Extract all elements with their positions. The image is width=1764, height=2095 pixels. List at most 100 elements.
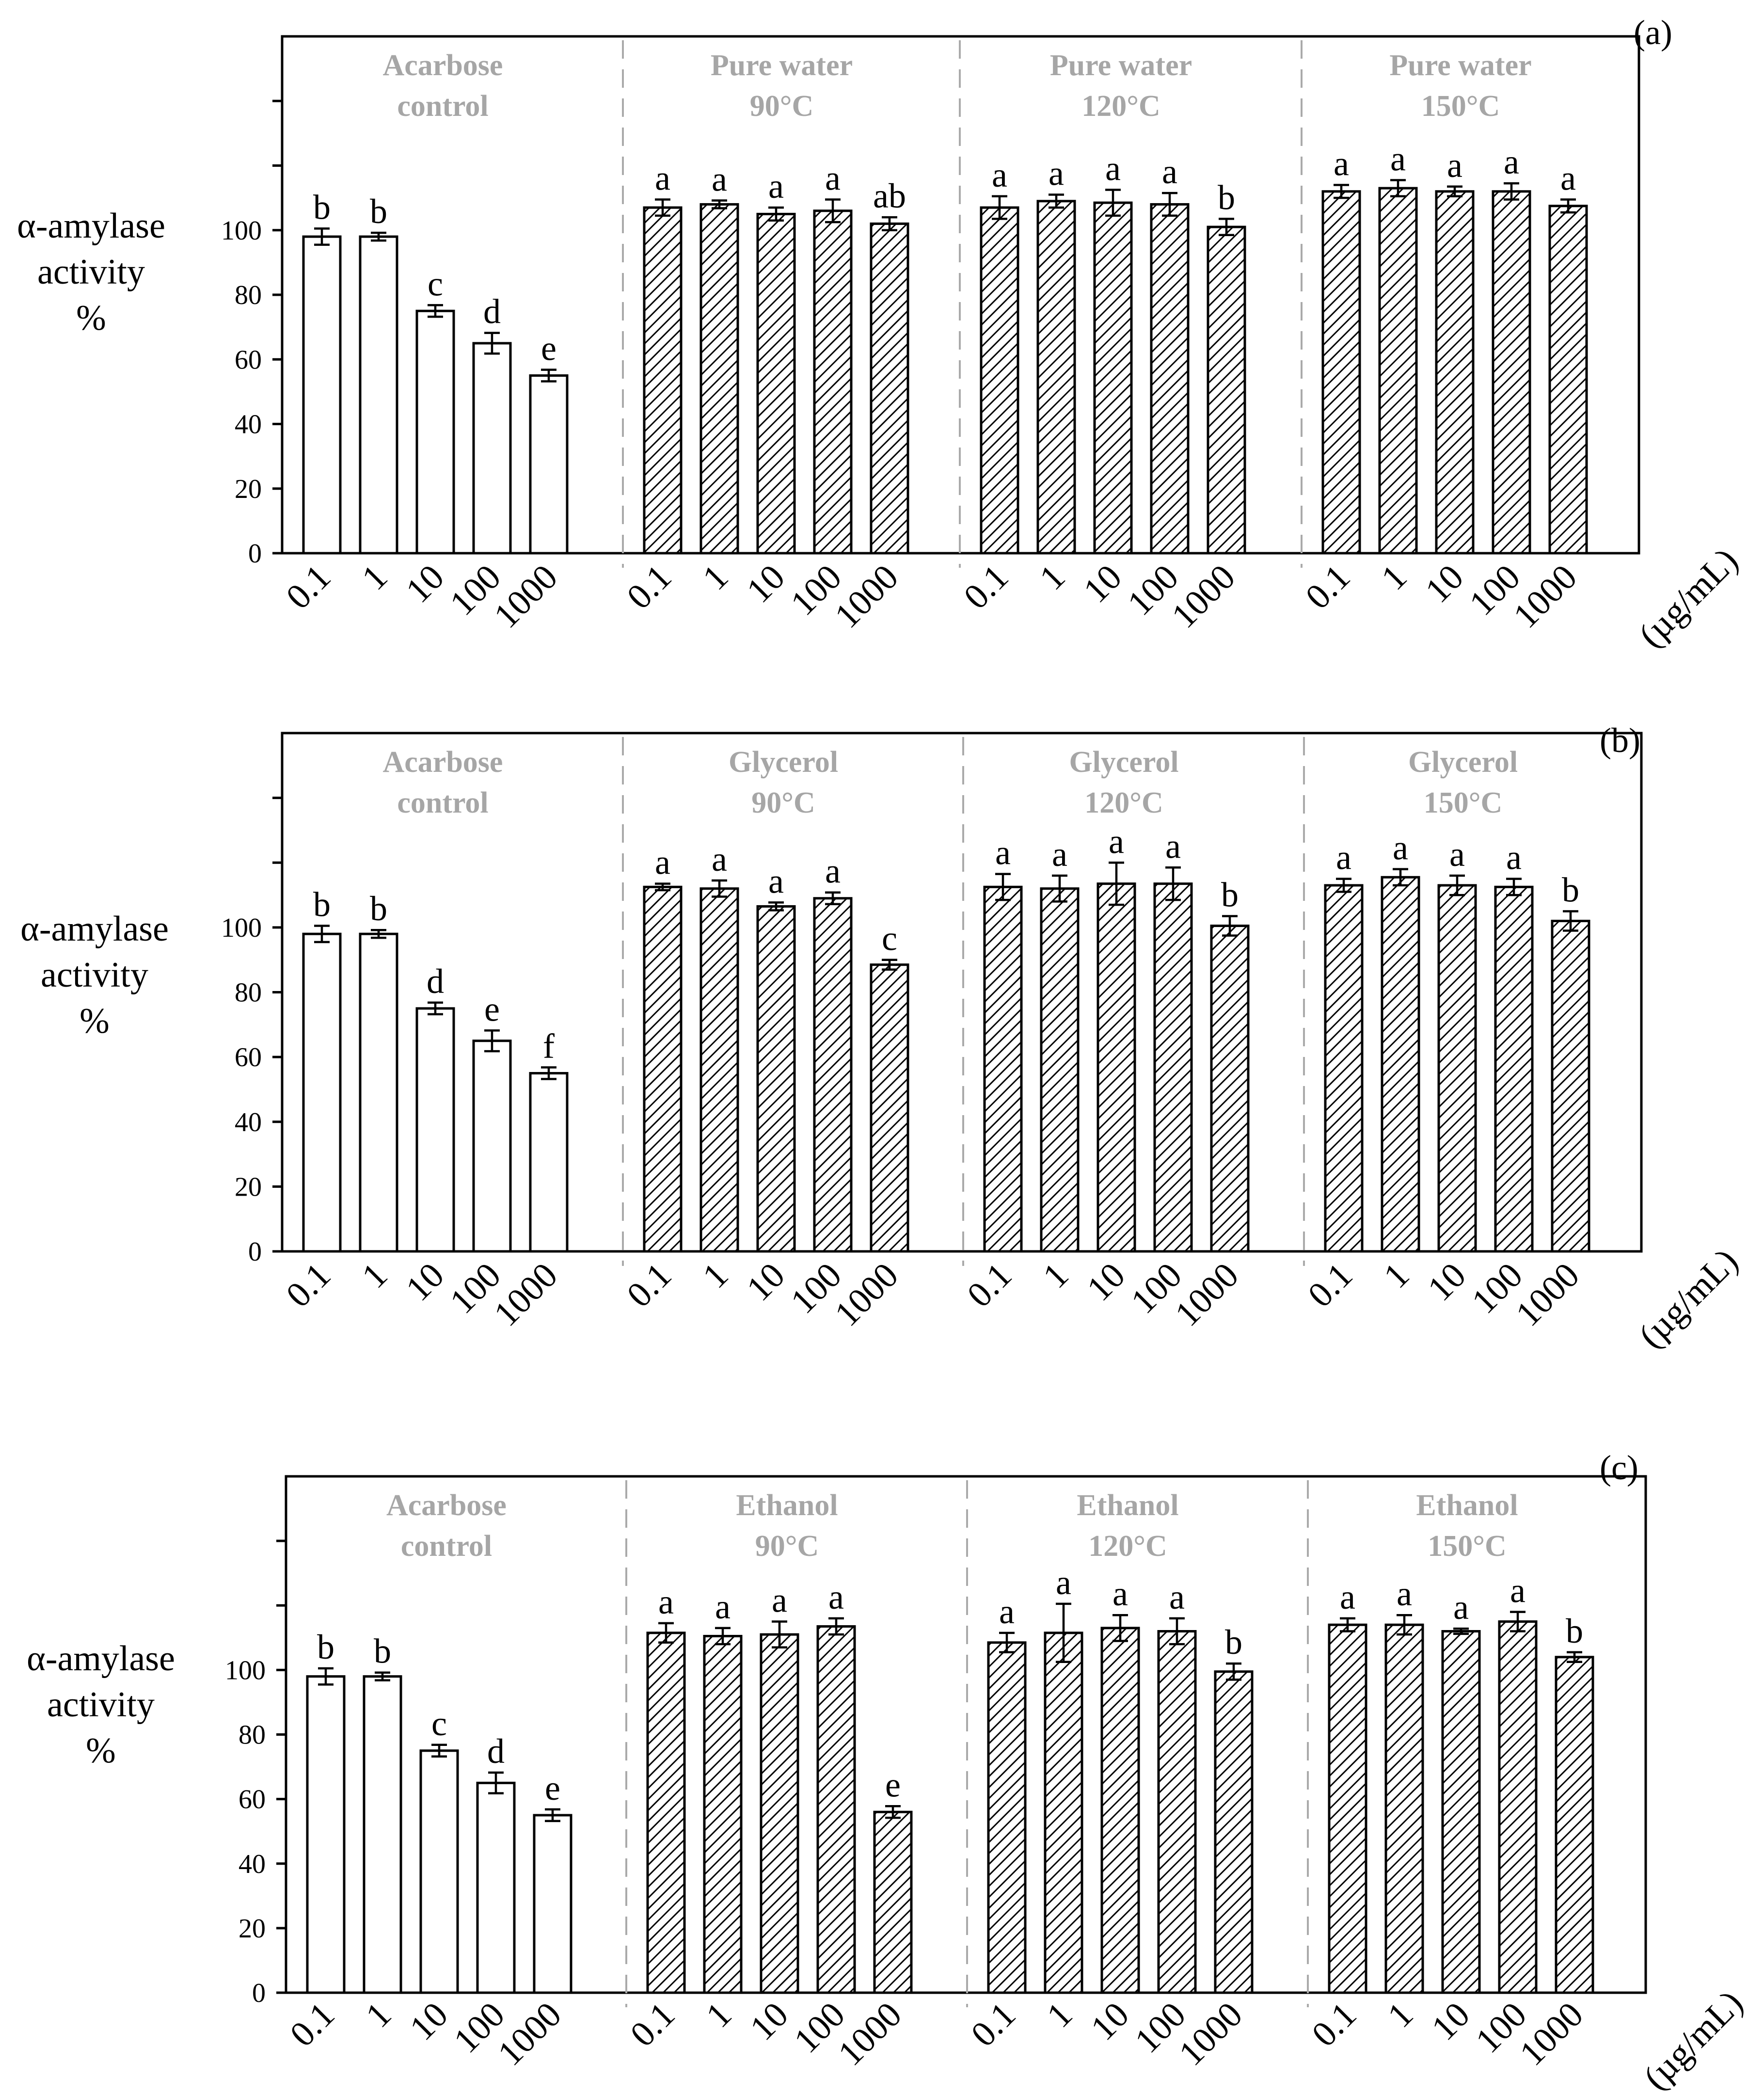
bar (699, 887, 739, 1253)
x-tick-label: 1000 (1508, 1255, 1587, 1334)
significance-letter: e (885, 1765, 901, 1804)
bar (703, 1634, 743, 1994)
y-tick-label: 80 (238, 1720, 266, 1750)
bar (813, 897, 853, 1253)
group-title: Acarbose (383, 746, 503, 779)
significance-letter: a (825, 159, 841, 197)
x-tick-label: 1 (695, 557, 736, 598)
x-tick-label: 1 (1380, 1995, 1421, 2035)
y-tick-label: 100 (221, 216, 262, 246)
group-title: 90°C (750, 90, 814, 123)
significance-letter: c (428, 264, 443, 303)
significance-letter: a (1510, 1571, 1526, 1610)
significance-letter: b (317, 1628, 334, 1666)
significance-letter: e (545, 1769, 560, 1807)
bar (983, 885, 1023, 1253)
bar (415, 1007, 455, 1253)
significance-letter: a (1056, 1563, 1071, 1602)
bar (1435, 190, 1475, 555)
significance-letter: a (1393, 829, 1408, 867)
significance-letter: a (999, 1592, 1015, 1631)
x-tick-label: 1 (1374, 557, 1414, 598)
x-tick-label: 10 (1080, 1255, 1133, 1309)
significance-letter: a (1560, 159, 1576, 197)
significance-letter: a (1334, 144, 1349, 183)
significance-letter: b (1225, 1623, 1242, 1662)
bar (1381, 876, 1420, 1253)
y-tick-label: 20 (235, 1172, 262, 1202)
significance-letter: a (768, 167, 784, 206)
x-tick-label: 10 (1418, 557, 1471, 610)
bar (306, 1675, 346, 1994)
bar (1494, 885, 1534, 1253)
x-tick-label: 10 (1083, 1995, 1137, 2048)
x-tick-label: 1 (1376, 1255, 1417, 1296)
x-tick-label: 0.1 (620, 557, 679, 617)
bar (1492, 190, 1531, 555)
x-tick-label: 1 (1032, 557, 1073, 598)
x-unit-label: (µg/mL) (1631, 1241, 1746, 1356)
bar (873, 1810, 913, 1994)
significance-letter: a (655, 843, 670, 882)
x-tick-label: 1000 (830, 1995, 909, 2074)
bar (987, 1641, 1027, 1994)
x-tick-label: 0.1 (279, 557, 338, 617)
significance-letter: f (543, 1027, 555, 1066)
y-axis-label: activity (41, 955, 148, 995)
x-tick-label: 1000 (486, 557, 565, 636)
y-tick-label: 40 (235, 1107, 262, 1137)
x-tick-label: 0.1 (956, 557, 1016, 617)
x-tick-label: 10 (402, 1995, 456, 2048)
x-tick-label: 0.1 (1298, 557, 1358, 617)
bar (646, 1631, 686, 1994)
y-axis-label: α-amylase (17, 206, 165, 246)
bar (1548, 205, 1588, 555)
x-unit-label: (µg/mL) (1631, 541, 1746, 655)
x-tick-label: 1000 (1512, 1995, 1591, 2074)
y-axis-label: % (79, 1001, 110, 1041)
significance-letter: d (427, 962, 444, 1001)
bar (1214, 1670, 1254, 1994)
bar (1210, 925, 1250, 1253)
x-tick-label: 0.1 (283, 1995, 342, 2054)
bar (415, 309, 455, 555)
bar (1551, 920, 1590, 1253)
significance-letter: a (715, 1587, 731, 1626)
bar (302, 235, 342, 555)
x-tick-label: 1 (354, 557, 395, 598)
group-title: Ethanol (1077, 1489, 1178, 1522)
bar (1100, 1627, 1140, 1994)
bar (1378, 187, 1418, 555)
group-title: 150°C (1428, 1530, 1507, 1563)
bar (813, 209, 853, 555)
x-tick-label: 1000 (490, 1995, 569, 2074)
significance-letter: a (1397, 1574, 1412, 1613)
x-unit-label: (µg/mL) (1636, 1983, 1750, 2095)
significance-letter: a (825, 852, 841, 891)
x-tick-label: 10 (398, 557, 452, 610)
significance-letter: a (1162, 152, 1177, 191)
group-title: 150°C (1421, 90, 1500, 123)
significance-letter: a (712, 160, 727, 198)
bar (643, 885, 683, 1253)
x-tick-label: 1 (354, 1255, 395, 1296)
group-title: control (397, 786, 488, 819)
x-tick-label: 1000 (827, 1255, 906, 1334)
significance-letter: b (313, 188, 331, 226)
significance-letter: a (1390, 139, 1406, 178)
significance-letter: a (655, 159, 670, 197)
chart-panel-3: (c) 0 20 40 60 80 100 α-amylase activity% Acarbos… (27, 1448, 1750, 2095)
bar (1097, 882, 1136, 1253)
significance-letter: a (1506, 838, 1522, 877)
y-tick-label: 40 (238, 1849, 266, 1879)
x-tick-label: 0.1 (620, 1255, 679, 1315)
x-tick-label: 10 (739, 1255, 793, 1309)
significance-letter: b (1562, 870, 1579, 909)
x-tick-label: 1 (358, 1995, 399, 2035)
panel-label: (a) (1634, 13, 1672, 52)
significance-letter: d (487, 1732, 505, 1771)
group-title: 120°C (1084, 786, 1163, 819)
group-title: 120°C (1081, 90, 1160, 123)
group-title: Ethanol (736, 1489, 838, 1522)
significance-letter: a (712, 840, 727, 879)
